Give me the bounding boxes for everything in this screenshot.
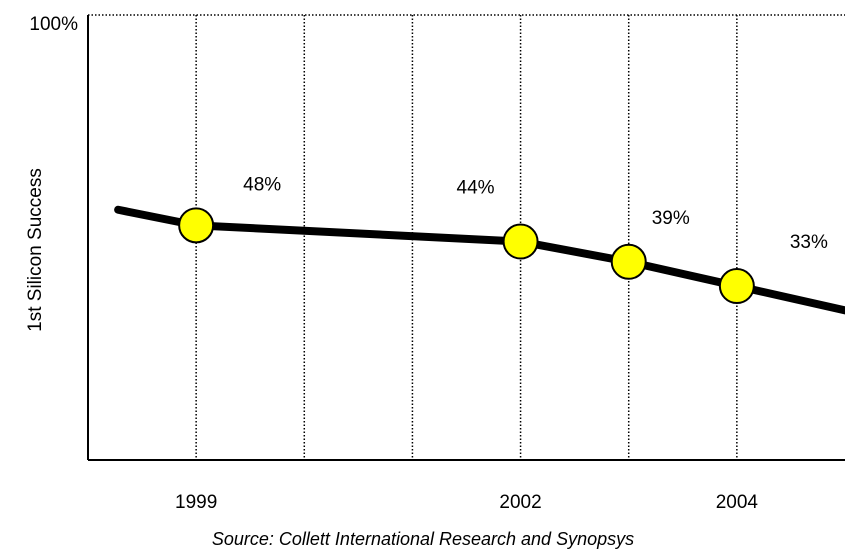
data-label: 33% bbox=[790, 232, 828, 253]
y-axis-label: 1st Silicon Success bbox=[25, 168, 46, 332]
x-tick-label: 2002 bbox=[499, 492, 541, 513]
line-extension bbox=[732, 282, 845, 315]
data-label: 48% bbox=[243, 174, 281, 195]
data-point bbox=[178, 207, 215, 244]
data-label: 44% bbox=[457, 178, 495, 199]
y-tick-label: 100% bbox=[29, 14, 78, 35]
data-point bbox=[502, 223, 539, 260]
data-label: 39% bbox=[652, 208, 690, 229]
data-point bbox=[610, 243, 647, 280]
x-tick-label: 1999 bbox=[175, 492, 217, 513]
x-tick-label: 2004 bbox=[716, 492, 759, 513]
data-point bbox=[718, 268, 755, 305]
line bbox=[192, 221, 741, 291]
source-note: Source: Collett International Research a… bbox=[212, 529, 634, 549]
